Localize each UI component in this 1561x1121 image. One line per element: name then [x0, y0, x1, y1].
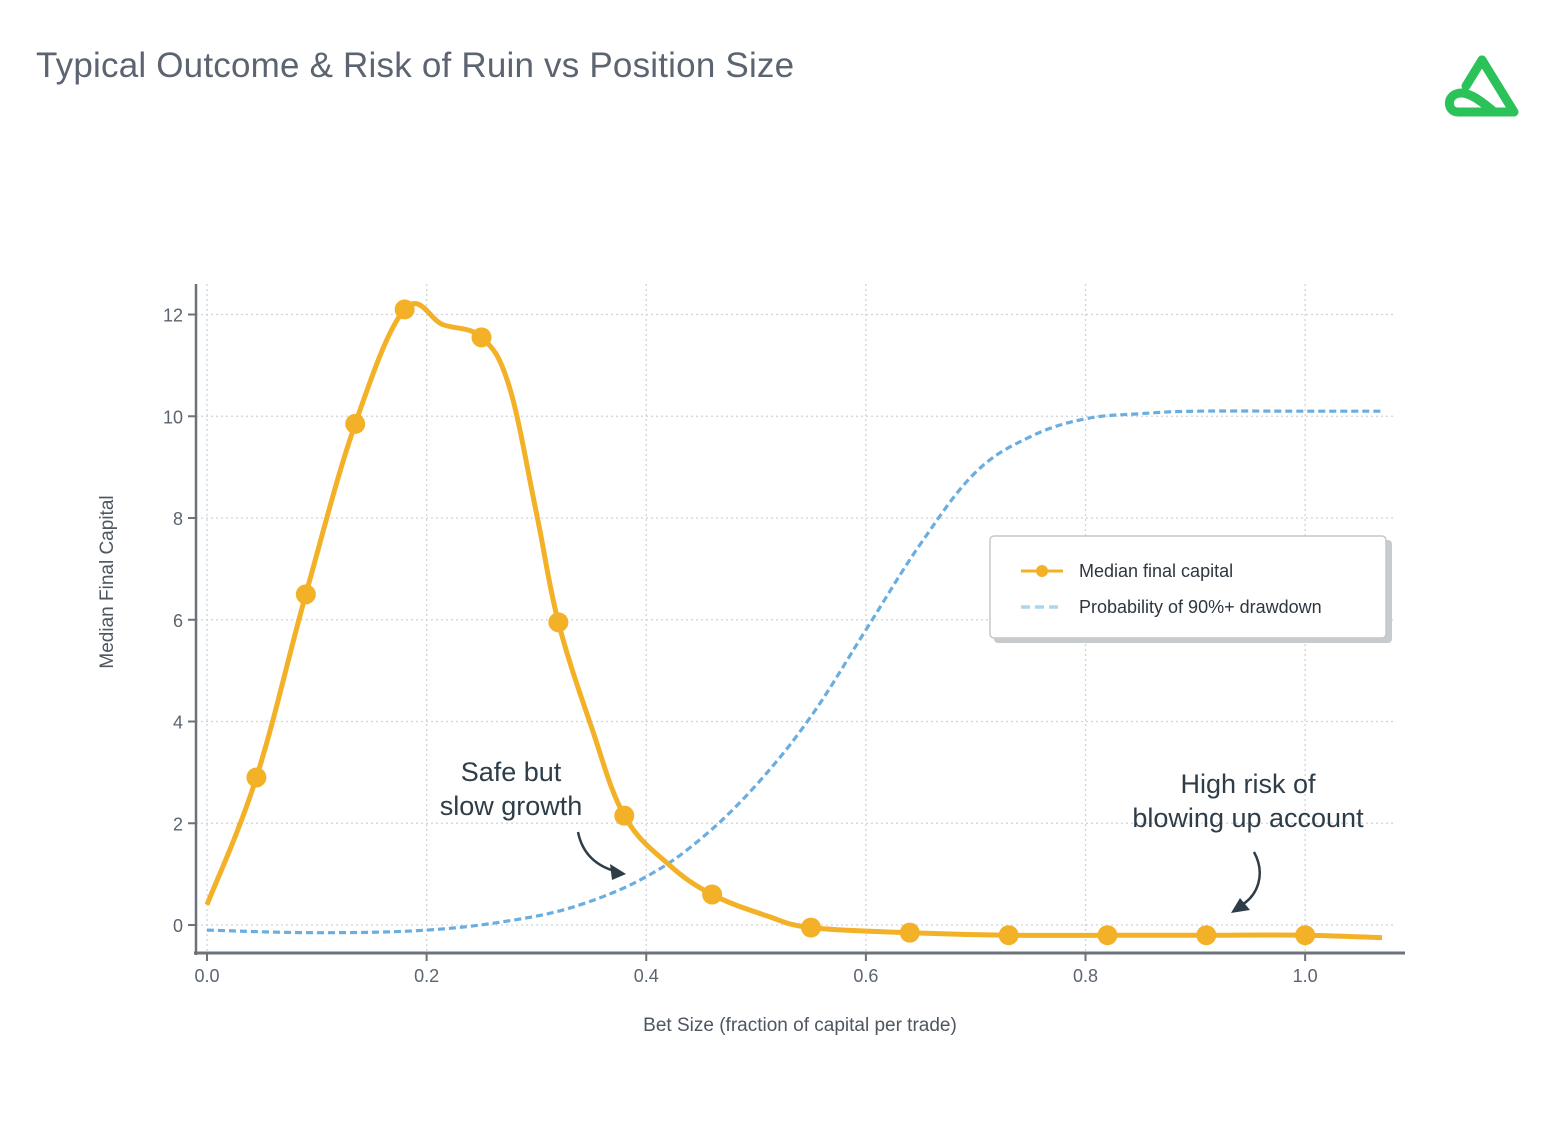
x-tick-label: 0.2: [414, 966, 439, 986]
median-point-marker: [800, 917, 821, 938]
annotation-risk-arrowhead: [1231, 898, 1250, 913]
series-median-line: [204, 301, 1383, 941]
annotation-safe-arrowhead: [610, 864, 626, 880]
y-tick-label: 8: [173, 509, 183, 529]
x-axis-title: Bet Size (fraction of capital per trade): [643, 1015, 957, 1036]
page-title: Typical Outcome & Risk of Ruin vs Positi…: [36, 46, 795, 85]
y-tick-label: 2: [173, 814, 183, 834]
median-point-marker: [345, 413, 366, 434]
y-tick-label: 6: [173, 611, 183, 631]
median-point-marker: [1097, 925, 1118, 946]
median-point-marker: [246, 767, 267, 788]
x-tick-label: 0.4: [634, 966, 659, 986]
legend-marker-median: [1036, 565, 1048, 577]
annotation-risk: High risk of blowing up account: [1132, 769, 1364, 913]
median-point-marker: [1196, 925, 1217, 946]
legend: Median final capital Probability of 90%+…: [989, 535, 1392, 643]
y-axis-title: Median Final Capital: [97, 495, 118, 668]
x-tick-label: 0.0: [194, 966, 219, 986]
annotation-safe-line-2: slow growth: [440, 791, 583, 821]
y-tick-label: 12: [163, 306, 183, 326]
annotation-risk-line-1: High risk of: [1180, 769, 1316, 799]
y-tick-label: 4: [173, 713, 183, 733]
x-tick-label: 1.0: [1293, 966, 1318, 986]
y-tick-label: 0: [173, 916, 183, 936]
median-point-marker: [394, 299, 415, 320]
median-point-marker: [295, 584, 316, 605]
tick-labels: 0 2 4 6 8 10 12 0.0 0.2 0.4 0.6 0.8 1.0: [163, 306, 1318, 986]
median-point-marker: [702, 884, 723, 905]
legend-label-median: Median final capital: [1079, 561, 1233, 581]
legend-box: [989, 535, 1387, 639]
brand-logo-icon: [1445, 55, 1519, 117]
median-point-marker: [614, 805, 635, 826]
annotation-safe: Safe but slow growth: [440, 757, 626, 880]
median-point-marker: [998, 925, 1019, 946]
median-point-marker: [899, 922, 920, 943]
annotation-safe-line-1: Safe but: [461, 757, 562, 787]
series-drawdown-line: [206, 409, 1382, 935]
series: [204, 299, 1383, 946]
annotation-risk-arrow: [1239, 851, 1261, 908]
median-point-marker: [548, 612, 569, 633]
x-tick-label: 0.6: [853, 966, 878, 986]
grid-lines: [196, 284, 1393, 953]
annotation-risk-line-2: blowing up account: [1132, 803, 1364, 833]
median-point-marker: [1295, 925, 1316, 946]
y-tick-label: 10: [163, 407, 183, 427]
median-point-marker: [471, 327, 492, 348]
x-tick-label: 0.8: [1073, 966, 1098, 986]
legend-label-drawdown: Probability of 90%+ drawdown: [1079, 597, 1322, 617]
